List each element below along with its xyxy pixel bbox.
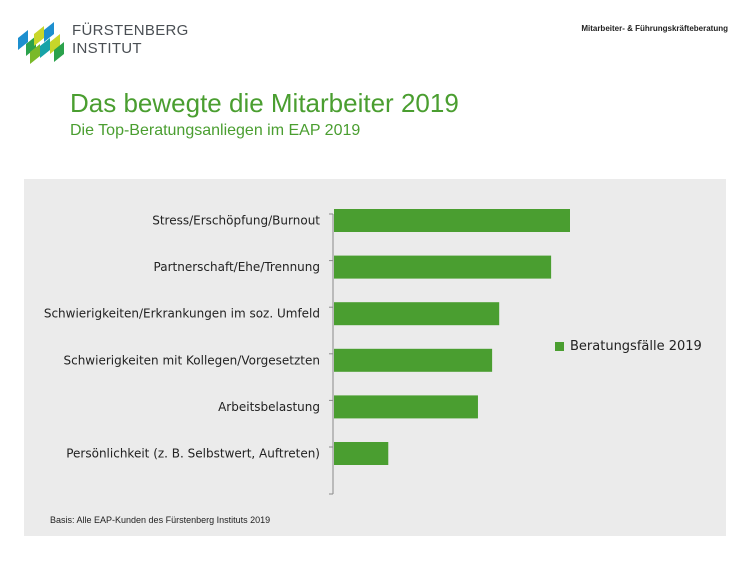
category-label: Stress/Erschöpfung/Burnout — [152, 214, 320, 228]
category-label: Persönlichkeit (z. B. Selbstwert, Auftre… — [66, 447, 320, 461]
chart-panel: Stress/Erschöpfung/Burnout Partnerschaft/… — [24, 179, 726, 536]
footnote: Basis: Alle EAP-Kunden des Fürstenberg I… — [50, 515, 271, 525]
page-title: Das bewegte die Mitarbeiter 2019 — [70, 88, 459, 118]
page-subtitle: Die Top-Beratungsanliegen im EAP 2019 — [70, 122, 361, 139]
logo-text: FÜRSTENBERG INSTITUT — [72, 22, 189, 58]
category-label: Schwierigkeiten mit Kollegen/Vorgesetzte… — [63, 353, 320, 367]
bar — [334, 302, 500, 326]
tagline: Mitarbeiter- & Führungskräfteberatung — [581, 24, 728, 33]
category-label: Schwierigkeiten/Erkrankungen im soz. Umf… — [44, 307, 320, 321]
bar — [334, 348, 493, 372]
legend: Beratungsfälle 2019 — [555, 339, 702, 354]
logo-mark-icon — [18, 22, 64, 64]
legend-label: Beratungsfälle 2019 — [570, 339, 702, 354]
category-label: Arbeitsbelastung — [218, 400, 320, 414]
logo: FÜRSTENBERG INSTITUT — [14, 20, 188, 70]
bar — [334, 209, 570, 232]
legend-swatch — [555, 342, 564, 351]
logo-line2: INSTITUT — [72, 40, 142, 57]
bar — [334, 395, 478, 419]
bar-chart: Stress/Erschöpfung/Burnout Partnerschaft/… — [44, 209, 570, 495]
bar — [334, 255, 552, 279]
category-label: Partnerschaft/Ehe/Trennung — [154, 260, 320, 274]
logo-line1: FÜRSTENBERG — [72, 22, 189, 39]
bar — [334, 442, 389, 465]
